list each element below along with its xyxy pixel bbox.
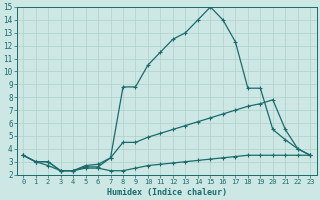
X-axis label: Humidex (Indice chaleur): Humidex (Indice chaleur) <box>107 188 227 197</box>
